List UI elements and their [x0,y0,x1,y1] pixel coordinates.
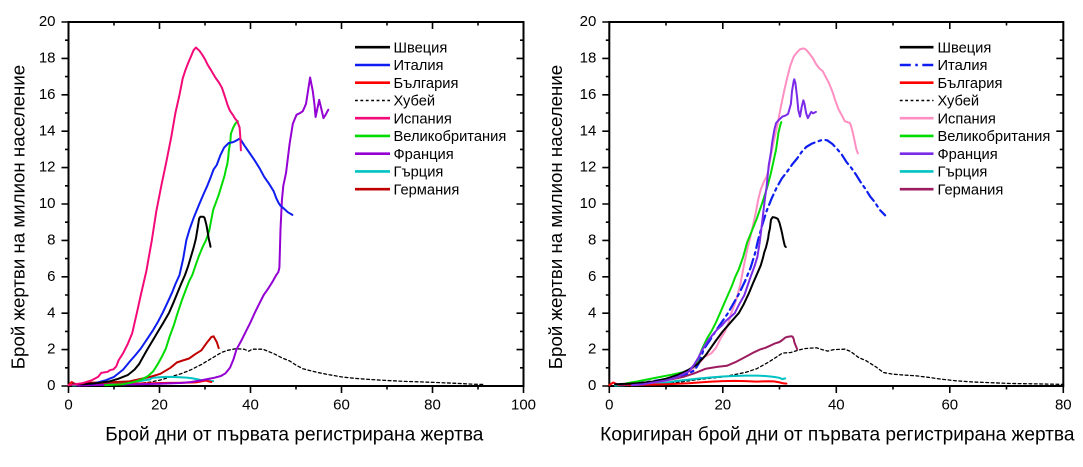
svg-text:16: 16 [580,86,597,103]
svg-text:12: 12 [580,159,597,176]
svg-text:4: 4 [47,304,55,321]
svg-text:Испания: Испания [938,111,996,127]
svg-text:20: 20 [151,397,168,414]
svg-text:Франция: Франция [938,147,998,163]
svg-text:Испания: Испания [394,111,452,127]
svg-text:Италия: Италия [394,58,444,74]
svg-text:20: 20 [580,13,597,30]
svg-text:Великобритания: Великобритания [938,129,1051,145]
svg-text:0: 0 [605,397,613,414]
svg-text:12: 12 [39,159,56,176]
svg-text:40: 40 [242,397,259,414]
svg-text:8: 8 [47,232,55,249]
svg-text:2: 2 [588,341,596,358]
svg-text:0: 0 [47,377,55,394]
svg-text:14: 14 [580,122,597,139]
svg-text:0: 0 [588,377,596,394]
svg-text:2: 2 [47,341,55,358]
svg-text:Хубей: Хубей [394,94,436,110]
svg-text:14: 14 [39,122,56,139]
svg-text:10: 10 [580,195,597,212]
svg-text:Хубей: Хубей [938,94,980,110]
svg-text:40: 40 [828,397,845,414]
svg-text:10: 10 [39,195,56,212]
svg-text:Швеция: Швеция [394,40,448,56]
svg-text:4: 4 [588,304,596,321]
svg-text:Гърция: Гърция [394,165,444,181]
svg-text:20: 20 [714,397,731,414]
svg-text:Великобритания: Великобритания [394,129,507,145]
svg-text:Франция: Франция [394,147,454,163]
svg-text:Брой жертви на милион населени: Брой жертви на милион население [545,65,566,369]
svg-text:18: 18 [39,50,56,67]
svg-text:60: 60 [941,397,958,414]
svg-text:100: 100 [511,397,536,414]
svg-text:6: 6 [588,268,596,285]
svg-text:8: 8 [588,232,596,249]
svg-text:6: 6 [47,268,55,285]
svg-text:20: 20 [39,13,56,30]
svg-text:България: България [394,76,459,92]
svg-text:16: 16 [39,86,56,103]
svg-text:България: България [938,76,1003,92]
svg-text:Брой дни от първата регистрира: Брой дни от първата регистрирана жертва [105,425,484,446]
svg-text:Германия: Германия [938,182,1004,198]
svg-text:18: 18 [580,50,597,67]
svg-text:80: 80 [424,397,441,414]
svg-text:0: 0 [64,397,72,414]
svg-text:Германия: Германия [394,182,460,198]
svg-text:Швеция: Швеция [938,40,992,56]
svg-text:Коригиран брой дни от първата: Коригиран брой дни от първата регистрира… [600,425,1075,446]
svg-text:Гърция: Гърция [938,165,988,181]
svg-text:60: 60 [333,397,350,414]
svg-text:Брой жертви на милион населени: Брой жертви на милион население [8,65,29,369]
svg-text:Италия: Италия [938,58,988,74]
svg-text:80: 80 [1055,397,1072,414]
